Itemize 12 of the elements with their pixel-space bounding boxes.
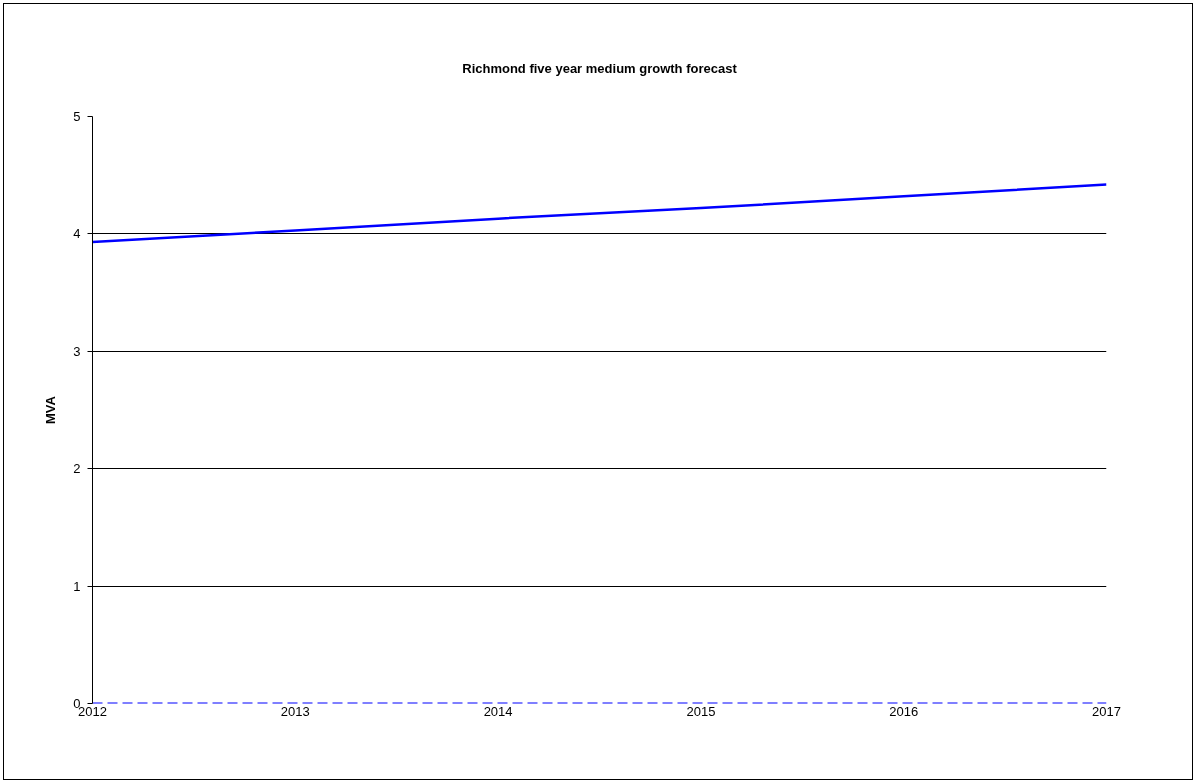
x-tick-label: 2016 xyxy=(889,703,919,719)
x-tick-label: 2014 xyxy=(483,703,513,719)
x-tick-label: 2013 xyxy=(280,703,310,719)
x-tick-label: 2017 xyxy=(1092,703,1121,719)
y-tick-label: 4 xyxy=(73,226,81,242)
y-tick-label: 5 xyxy=(73,109,81,124)
chart-title: Richmond five year medium growth forecast xyxy=(462,60,738,76)
y-tick-label: 1 xyxy=(73,578,81,594)
y-axis-title: MVA xyxy=(43,395,59,424)
y-tick-label: 3 xyxy=(73,343,81,359)
y-tick-label: 2 xyxy=(73,461,81,477)
x-tick-label: 2015 xyxy=(686,703,716,719)
